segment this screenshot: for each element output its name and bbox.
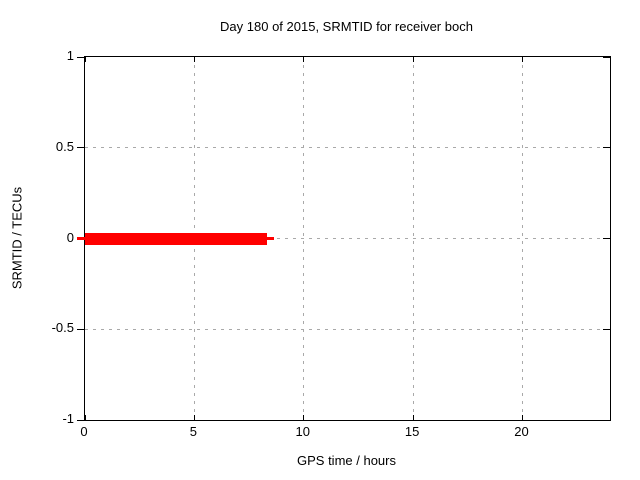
series-line-right-cap — [265, 237, 274, 240]
x-tick-mark-bottom — [193, 415, 195, 420]
y-tick-mark-left — [77, 328, 84, 330]
y-tick-label: 0.5 — [55, 138, 74, 154]
x-tick-mark-top — [522, 57, 523, 62]
x-tick-mark-top — [412, 57, 414, 62]
y-tick-mark-right — [603, 419, 610, 421]
series-line-left-cap — [77, 237, 86, 240]
y-tick-mark-left — [77, 147, 84, 149]
y-tick-mark-right — [603, 56, 610, 58]
x-tick-mark-bottom — [303, 415, 305, 420]
y-tick-mark-right — [603, 238, 610, 239]
x-tick-label: 20 — [514, 424, 529, 439]
gridline-horizontal — [85, 147, 610, 149]
plot-area — [77, 56, 611, 421]
x-tick-mark-top — [303, 57, 305, 62]
x-tick-mark-bottom — [84, 415, 86, 420]
y-tick-label: 0 — [66, 229, 74, 245]
series-line — [85, 232, 267, 245]
x-tick-mark-bottom — [522, 415, 523, 420]
x-tick-mark-top — [193, 57, 195, 62]
x-tick-label: 0 — [80, 424, 88, 439]
y-tick-label: -0.5 — [51, 320, 74, 336]
chart-title: Day 180 of 2015, SRMTID for receiver boc… — [220, 19, 473, 34]
x-tick-mark-top — [84, 57, 86, 62]
y-tick-mark-right — [603, 328, 610, 330]
x-tick-mark-bottom — [412, 415, 414, 420]
gridline-horizontal — [85, 328, 610, 330]
x-tick-label: 15 — [404, 424, 420, 439]
gridline-horizontal — [85, 238, 610, 239]
y-tick-label: -1 — [62, 411, 74, 426]
x-tick-label: 5 — [189, 424, 197, 439]
y-tick-mark-left — [77, 419, 84, 421]
y-tick-mark-left — [77, 56, 84, 58]
y-tick-mark-right — [603, 147, 610, 149]
y-axis-label: SRMTID / TECUs — [9, 186, 25, 290]
y-tick-label: 1 — [66, 48, 74, 63]
x-tick-label: 10 — [295, 424, 310, 439]
x-axis-label: GPS time / hours — [297, 453, 396, 468]
